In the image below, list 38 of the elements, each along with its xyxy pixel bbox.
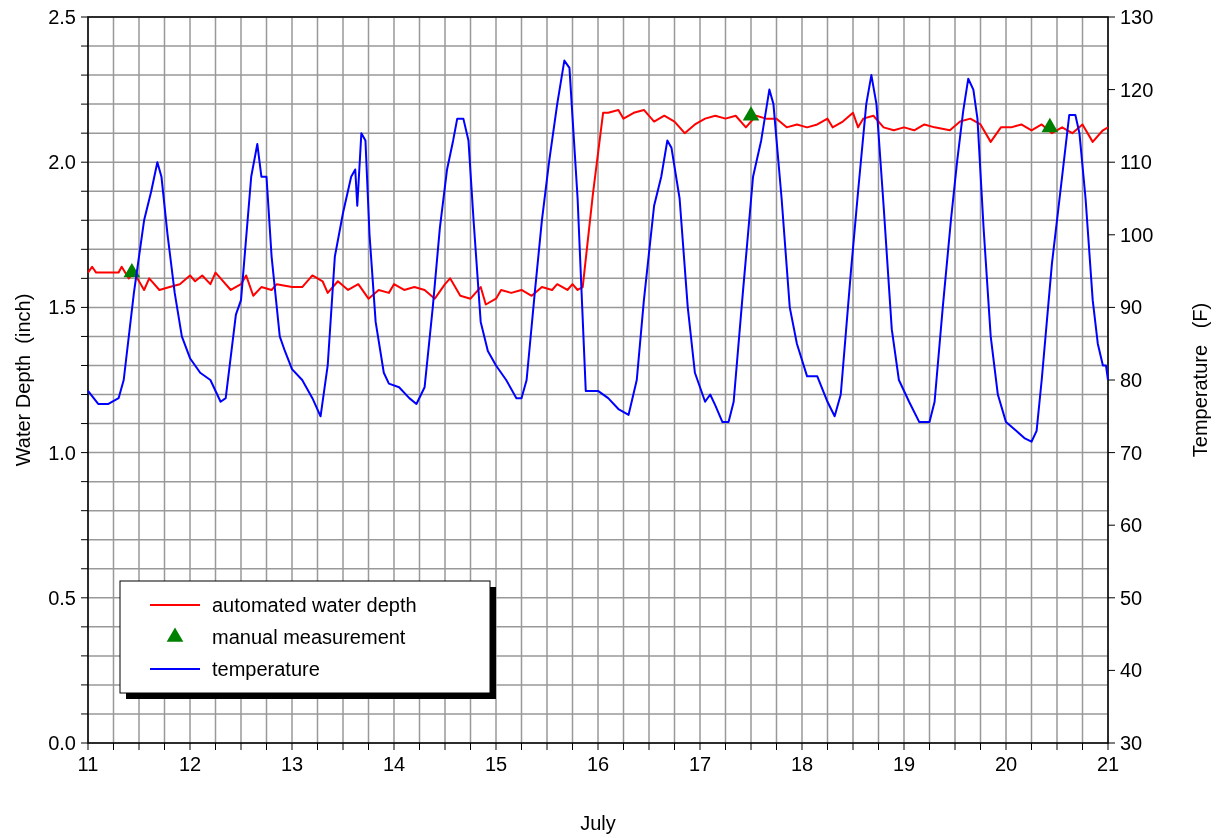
x-tick-label: 11: [77, 753, 99, 775]
x-tick-label: 16: [586, 753, 610, 775]
y-tick-label: 1.5: [48, 296, 76, 319]
y2-axis-title: Temperature (F): [1189, 302, 1211, 458]
y2-tick-label: 50: [1120, 586, 1143, 609]
x-tick-label: 15: [484, 753, 508, 775]
y2-tick-label: 110: [1120, 151, 1152, 174]
y-axis-title: Water Depth (inch): [12, 293, 34, 467]
y2-tick-label: 90: [1120, 296, 1143, 319]
legend-label: automated water depth: [212, 594, 417, 616]
x-tick-label: 14: [382, 753, 406, 775]
y2-tick-label: 40: [1120, 659, 1143, 682]
x-tick-label: 19: [892, 753, 916, 775]
y2-tick-label: 30: [1120, 732, 1143, 754]
x-tick-label: 13: [280, 753, 304, 775]
line-series: [87, 59, 1109, 443]
x-tick-label: 20: [994, 753, 1018, 775]
y2-tick-label: 80: [1120, 369, 1143, 391]
x-axis-title: July: [580, 812, 616, 834]
y2-tick-label: 60: [1120, 514, 1143, 537]
y-tick-label: 0.5: [48, 586, 76, 609]
point: [1041, 117, 1059, 133]
legend-label: manual measurement: [212, 626, 406, 648]
y2-tick-label: 100: [1120, 223, 1154, 246]
y-tick-label: 1.0: [48, 441, 76, 464]
y2-tick-label: 120: [1120, 78, 1154, 101]
x-tick-label: 18: [790, 753, 814, 775]
point: [742, 106, 760, 121]
x-tick-label: 12: [178, 753, 202, 775]
line-series: [87, 108, 1109, 306]
legend-label: temperature: [212, 658, 320, 680]
y-tick-label: 0.0: [48, 732, 76, 754]
y2-tick-label: 130: [1120, 6, 1154, 28]
y-tick-label: 2.5: [48, 6, 76, 28]
y2-tick-label: 70: [1120, 441, 1143, 464]
x-tick-label: 21: [1096, 753, 1120, 775]
y-tick-label: 2.0: [48, 151, 76, 174]
x-tick-label: 17: [688, 753, 712, 775]
